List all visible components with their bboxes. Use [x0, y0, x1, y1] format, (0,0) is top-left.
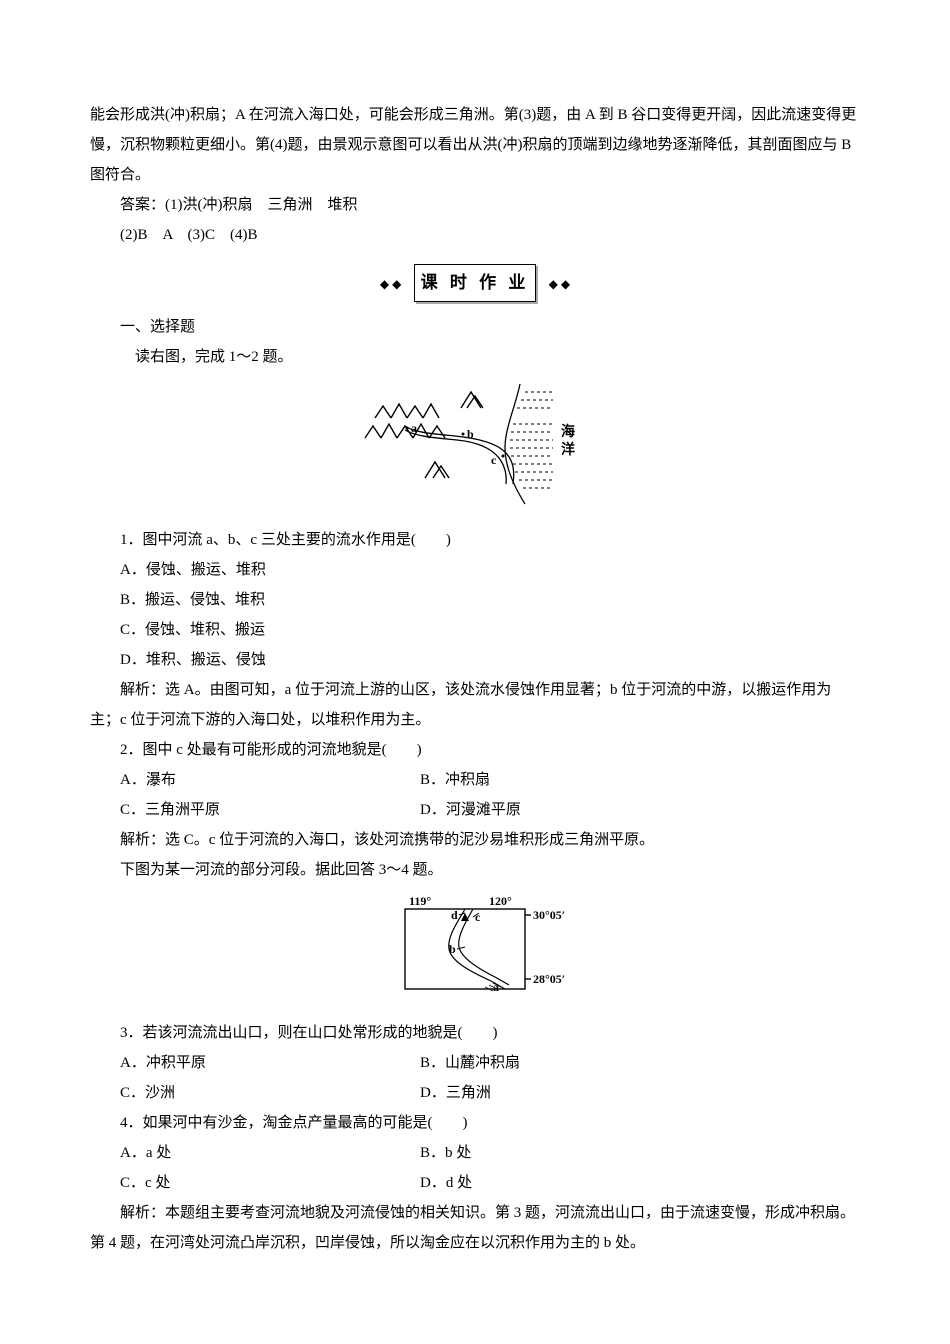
- diagram1-ocean-2: 洋: [561, 441, 575, 458]
- diagram1-label-a: a: [411, 421, 417, 435]
- q2-optB: B．冲积扇: [420, 765, 720, 795]
- answer-line-2: (2)B A (3)C (4)B: [90, 220, 860, 250]
- diamond-left-icon: ◆ ◆: [380, 272, 401, 296]
- q2-optC: C．三角洲平原: [90, 795, 420, 825]
- d2-c: c: [475, 910, 481, 924]
- q1-optA: A．侵蚀、搬运、堆积: [90, 555, 860, 585]
- q2-row-ab: A．瀑布 B．冲积扇: [90, 765, 860, 795]
- q3-row-cd: C．沙洲 D．三角洲: [90, 1078, 860, 1108]
- q3-optC: C．沙洲: [90, 1078, 420, 1108]
- q34-lead: 下图为某一河流的部分河段。据此回答 3～4 题。: [90, 855, 860, 885]
- d2-b: b: [449, 942, 456, 956]
- q3-optA: A．冲积平原: [90, 1048, 420, 1078]
- intro-paragraph: 能会形成洪(冲)积扇；A 在河流入海口处，可能会形成三角洲。第(3)题，由 A …: [90, 100, 860, 190]
- diagram1-ocean-1: 海: [561, 423, 575, 440]
- q3-row-ab: A．冲积平原 B．山麓冲积扇: [90, 1048, 860, 1078]
- d2-lat1: 30°05′: [533, 908, 565, 922]
- q4-optC: C．c 处: [90, 1168, 420, 1198]
- d2-lon2: 120°: [489, 894, 512, 908]
- q1-optD: D．堆积、搬运、侵蚀: [90, 645, 860, 675]
- q4-optA: A．a 处: [90, 1138, 420, 1168]
- diamond-right-icon: ◆ ◆: [549, 272, 570, 296]
- q4-explanation: 解析：本题组主要考查河流地貌及河流侵蚀的相关知识。第 3 题，河流流出山口，由于…: [90, 1198, 860, 1258]
- q1-explanation: 解析：选 A。由图可知，a 位于河流上游的山区，该处流水侵蚀作用显著；b 位于河…: [90, 675, 860, 735]
- q2-stem: 2．图中 c 处最有可能形成的河流地貌是( ): [90, 735, 860, 765]
- q4-row-ab: A．a 处 B．b 处: [90, 1138, 860, 1168]
- diagram-1: a b c 海 洋: [90, 378, 860, 519]
- q3-stem: 3．若该河流流出山口，则在山口处常形成的地貌是( ): [90, 1018, 860, 1048]
- q1-optB: B．搬运、侵蚀、堆积: [90, 585, 860, 615]
- q3-optB: B．山麓冲积扇: [420, 1048, 720, 1078]
- q2-explanation: 解析：选 C。c 位于河流的入海口，该处河流携带的泥沙易堆积形成三角洲平原。: [90, 825, 860, 855]
- d2-a: a: [493, 980, 499, 994]
- q1-stem: 1．图中河流 a、b、c 三处主要的流水作用是( ): [90, 525, 860, 555]
- q4-optB: B．b 处: [420, 1138, 720, 1168]
- q4-optD: D．d 处: [420, 1168, 720, 1198]
- diagram1-label-b: b: [467, 427, 474, 441]
- section-heading: 一、选择题: [90, 312, 860, 342]
- section-divider: ◆ ◆ 课 时 作 业 ◆ ◆: [90, 264, 860, 302]
- divider-title: 课 时 作 业: [414, 264, 537, 302]
- q2-optA: A．瀑布: [90, 765, 420, 795]
- diagram-2: 119° 120° 30°05′ 28°05′ a b c d: [90, 891, 860, 1012]
- d2-lon1: 119°: [409, 894, 431, 908]
- q4-row-cd: C．c 处 D．d 处: [90, 1168, 860, 1198]
- q4-stem: 4．如果河中有沙金，淘金点产量最高的可能是( ): [90, 1108, 860, 1138]
- q2-row-cd: C．三角洲平原 D．河漫滩平原: [90, 795, 860, 825]
- q1-optC: C．侵蚀、堆积、搬运: [90, 615, 860, 645]
- answer-line-1: 答案：(1)洪(冲)积扇 三角洲 堆积: [90, 190, 860, 220]
- q12-lead: 读右图，完成 1～2 题。: [90, 342, 860, 372]
- d2-lat2: 28°05′: [533, 972, 565, 986]
- diagram1-label-c: c: [491, 453, 497, 467]
- q2-optD: D．河漫滩平原: [420, 795, 720, 825]
- q3-optD: D．三角洲: [420, 1078, 720, 1108]
- d2-d: d: [451, 908, 458, 922]
